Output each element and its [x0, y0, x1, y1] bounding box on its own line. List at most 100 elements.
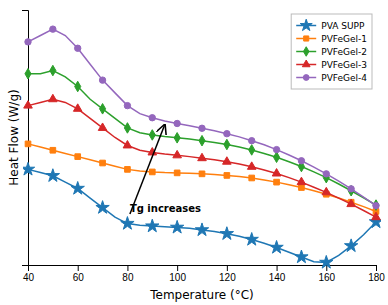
x-tick: 180 — [368, 265, 385, 283]
series-marker — [299, 185, 305, 191]
annotation: Tg increases — [130, 125, 201, 214]
legend-label: PVFeGel-1 — [321, 34, 367, 44]
legend-symbol — [303, 47, 308, 56]
series-marker — [297, 177, 306, 184]
series-marker — [272, 169, 281, 176]
series-marker — [323, 171, 329, 177]
x-tick: 80 — [122, 265, 134, 283]
series-marker — [99, 77, 105, 83]
annotation-text: Tg increases — [130, 203, 201, 214]
series-marker — [121, 217, 134, 230]
series-marker — [174, 120, 180, 126]
series-marker — [274, 179, 280, 185]
series-marker — [100, 160, 106, 166]
series-line — [28, 169, 376, 262]
x-tick: 40 — [23, 265, 35, 283]
y-axis-line — [22, 11, 29, 266]
series-marker — [49, 94, 58, 101]
series-marker — [249, 145, 255, 156]
chart: 406080100120140160180Temperature (°C)Hea… — [0, 0, 388, 305]
series-marker — [224, 130, 230, 136]
x-axis-title: Temperature (°C) — [149, 288, 254, 302]
series-marker — [75, 45, 81, 51]
series-marker — [50, 26, 56, 32]
legend-symbol — [302, 60, 310, 67]
series-marker — [96, 201, 109, 214]
legend-box — [291, 14, 372, 89]
series-marker — [149, 115, 155, 121]
plot-area — [23, 26, 381, 268]
series-marker — [273, 146, 279, 152]
series-marker — [100, 104, 106, 115]
series-marker — [25, 141, 31, 147]
series-marker — [274, 152, 280, 163]
x-tick: 120 — [219, 265, 236, 283]
series-marker — [373, 203, 379, 209]
annotation-arrow — [130, 125, 165, 214]
x-tick-label: 120 — [219, 272, 236, 283]
series-marker — [125, 167, 131, 173]
x-tick-mark — [277, 265, 278, 271]
series-marker — [249, 137, 255, 143]
legend: PVA SUPPPVFeGel-1PVFeGel-2PVFeGel-3PVFeG… — [291, 14, 372, 89]
series-marker — [98, 123, 107, 130]
series-marker — [124, 123, 130, 134]
series-marker — [23, 162, 35, 175]
x-tick-label: 60 — [73, 272, 85, 283]
series-marker — [247, 162, 256, 169]
x-axis: 40 60 80 100 120 140 160 180 — [23, 265, 385, 283]
x-tick-mark — [376, 265, 377, 271]
legend-item: PVFeGel-4 — [296, 73, 367, 83]
series-marker — [320, 255, 333, 268]
series-marker — [170, 220, 183, 233]
x-tick-mark — [78, 265, 79, 271]
series-marker — [123, 141, 132, 148]
legend-symbol — [300, 19, 312, 30]
series-marker — [224, 139, 230, 150]
legend-symbol — [303, 75, 309, 81]
series-marker — [249, 175, 255, 181]
legend-label: PVFeGel-4 — [321, 73, 367, 83]
series-marker — [220, 227, 233, 240]
series-marker — [270, 240, 283, 253]
series-marker — [195, 223, 208, 236]
x-tick-label: 40 — [23, 272, 35, 283]
series-marker — [348, 185, 354, 196]
series-marker — [25, 39, 31, 45]
y-axis — [22, 11, 29, 266]
series-marker — [199, 171, 205, 177]
series-line — [28, 144, 376, 212]
series-marker — [295, 250, 308, 263]
series-marker — [199, 135, 205, 146]
series-marker — [146, 219, 159, 232]
series-marker — [199, 125, 205, 131]
series-marker — [75, 154, 81, 160]
series-marker — [174, 133, 180, 144]
series-marker — [25, 68, 31, 79]
series-marker — [149, 169, 155, 175]
series-marker — [198, 153, 207, 160]
series-marker — [174, 170, 180, 176]
legend-item: PVFeGel-1 — [296, 34, 367, 44]
series-marker — [149, 130, 155, 141]
legend-label: PVA SUPP — [321, 21, 365, 31]
series-line — [28, 29, 376, 206]
series-marker — [344, 239, 357, 252]
series-marker — [372, 212, 381, 219]
series-marker — [173, 150, 182, 157]
legend-symbol — [304, 36, 309, 41]
series-marker — [46, 169, 59, 182]
series-marker — [245, 233, 258, 246]
legend-item: PVA SUPP — [296, 19, 365, 30]
x-tick: 140 — [269, 265, 286, 283]
x-tick-label: 80 — [122, 272, 134, 283]
legend-label: PVFeGel-3 — [321, 60, 367, 70]
series-marker — [298, 158, 304, 164]
x-tick: 100 — [169, 265, 186, 283]
x-tick-label: 160 — [318, 272, 335, 283]
series-line — [28, 99, 376, 217]
x-tick-mark — [227, 265, 228, 271]
x-tick: 60 — [73, 265, 85, 283]
x-tick-mark — [177, 265, 178, 271]
series-marker — [50, 65, 56, 76]
